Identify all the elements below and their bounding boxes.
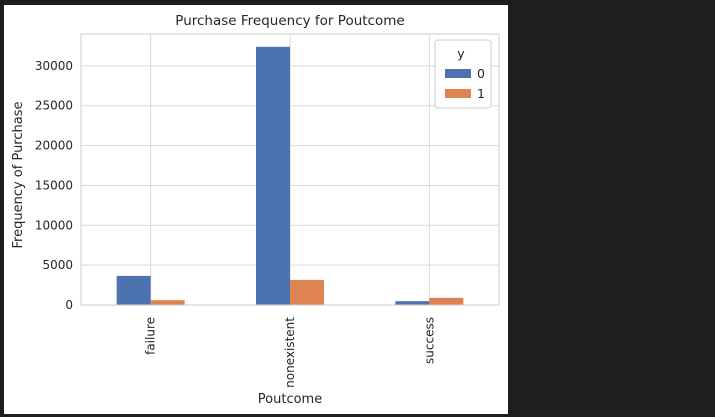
x-tick-label: failure <box>144 317 158 355</box>
bar-series-1-nonexistent <box>290 279 324 305</box>
bars <box>116 46 464 306</box>
legend-swatch <box>445 69 471 78</box>
bar-series-1-success <box>429 297 464 305</box>
y-tick-label: 5000 <box>42 258 73 272</box>
chart-figure: Purchase Frequency for Poutcome Poutcome… <box>4 5 508 414</box>
y-tick-label: 30000 <box>35 59 73 73</box>
legend: y 0 1 <box>434 39 492 109</box>
x-tick-label: success <box>422 317 436 364</box>
legend-swatch <box>445 89 471 98</box>
bar-chart: Purchase Frequency for Poutcome Poutcome… <box>11 13 500 407</box>
y-tick-label: 25000 <box>35 99 73 113</box>
tick-labels: 0 5000 10000 15000 20000 25000 30000 failure non… <box>35 59 437 388</box>
bar-series-1-failure <box>150 300 185 305</box>
y-tick-label: 15000 <box>35 178 73 192</box>
bar-series-0-failure <box>116 275 151 305</box>
bar-series-0-nonexistent <box>256 46 290 306</box>
y-tick-label: 20000 <box>35 139 73 153</box>
chart-title: Purchase Frequency for Poutcome <box>175 13 404 29</box>
y-tick-label: 10000 <box>35 218 73 232</box>
legend-entry-label: 0 <box>477 66 485 81</box>
plot-frame <box>80 33 500 306</box>
legend-title: y <box>457 46 465 61</box>
y-axis-label: Frequency of Purchase <box>11 102 26 249</box>
x-axis-label: Poutcome <box>258 392 322 407</box>
y-tick-label: 0 <box>65 298 73 312</box>
bar-series-0-success <box>395 301 430 305</box>
legend-entry-label: 1 <box>477 86 485 101</box>
x-tick-label: nonexistent <box>283 317 297 388</box>
